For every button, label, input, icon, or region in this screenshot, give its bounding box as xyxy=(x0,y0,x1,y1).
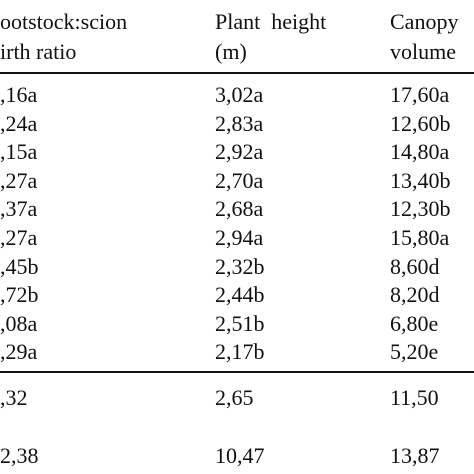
cell: ,15a xyxy=(0,139,38,165)
summary-cell: 10,47 xyxy=(215,443,265,468)
header-cell: Canopy xyxy=(390,9,459,34)
cell: ,27a xyxy=(0,167,38,193)
cell: 2,17b xyxy=(215,339,265,365)
cell: 2,44b xyxy=(215,282,265,308)
cell: 3,02a xyxy=(215,82,264,107)
cell: 2,83a xyxy=(215,110,264,136)
cell: ,16a xyxy=(0,82,38,107)
header-cell: Plant height xyxy=(215,9,327,34)
summary-cell: 2,38 xyxy=(0,443,39,468)
cell: 17,60a xyxy=(390,82,450,107)
cell: 2,70a xyxy=(215,167,264,193)
cell: ,24a xyxy=(0,110,38,136)
cell: ,37a xyxy=(0,196,38,222)
cell: ,08a xyxy=(0,310,38,336)
header-cell: ootstock:scion xyxy=(0,9,128,34)
cell: 14,80a xyxy=(390,139,450,165)
header-rule xyxy=(0,72,474,74)
cell: 6,80e xyxy=(390,310,439,336)
cell: 15,80a xyxy=(390,225,450,250)
header-cell: (m) xyxy=(215,39,247,64)
cell: 2,68a xyxy=(215,196,264,222)
cell: ,27a xyxy=(0,225,38,250)
cell: 2,32b xyxy=(215,253,265,279)
cell: 12,60b xyxy=(390,110,451,136)
cell: 12,30b xyxy=(390,196,451,222)
cell: 5,20e xyxy=(390,339,439,365)
cell: 8,20d xyxy=(390,282,440,308)
cell: 2,51b xyxy=(215,310,265,336)
cell: 2,94a xyxy=(215,225,264,250)
summary-cell: ,32 xyxy=(0,385,28,410)
cell: 2,92a xyxy=(215,139,264,165)
cell: ,29a xyxy=(0,339,38,365)
summary-rule xyxy=(0,371,474,373)
cell: ,72b xyxy=(0,282,39,308)
summary-cell: 13,87 xyxy=(390,443,440,468)
cell: 8,60d xyxy=(390,253,440,279)
cell: ,45b xyxy=(0,253,39,279)
summary-cell: 11,50 xyxy=(390,385,439,410)
cell: 13,40b xyxy=(390,167,451,193)
header-cell: irth ratio xyxy=(0,39,77,64)
header-cell: volume xyxy=(390,39,456,64)
summary-cell: 2,65 xyxy=(215,385,254,410)
